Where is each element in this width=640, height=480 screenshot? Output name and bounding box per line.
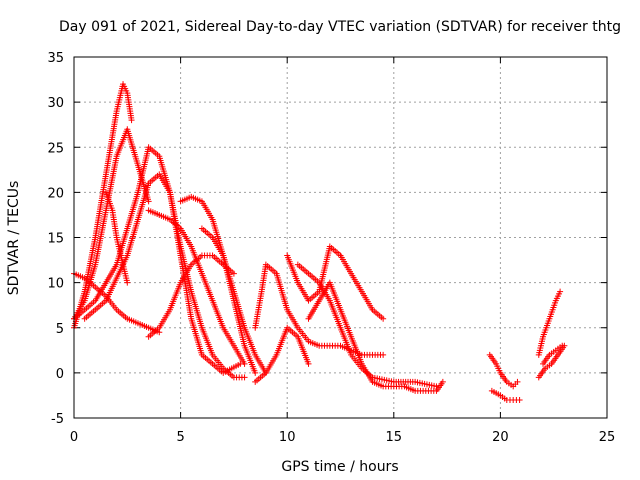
x-tick-label: 5	[176, 430, 184, 445]
series-arc16	[486, 351, 521, 390]
data-point	[252, 369, 259, 376]
x-tick-label: 10	[279, 430, 296, 445]
y-tick-label: 35	[47, 51, 64, 66]
x-axis-label: GPS time / hours	[281, 459, 398, 475]
y-tick-label: 30	[47, 96, 64, 111]
series-arc15	[305, 279, 446, 394]
data-points	[71, 81, 568, 403]
series-arc12	[252, 324, 312, 385]
data-point	[439, 378, 446, 385]
y-tick-label: -5	[51, 412, 64, 427]
data-point	[380, 351, 387, 358]
series-arc20	[540, 342, 566, 367]
data-point	[557, 288, 564, 295]
series-arc17	[488, 387, 523, 403]
data-point	[230, 270, 237, 277]
y-tick-label: 0	[56, 367, 64, 382]
series-arc3	[71, 144, 248, 381]
series-arc10	[198, 225, 269, 376]
series-arc6	[102, 189, 131, 286]
series-arc13	[284, 243, 387, 322]
y-tick-label: 10	[47, 277, 64, 292]
y-tick-label: 20	[47, 186, 64, 201]
y-tick-label: 15	[47, 232, 64, 247]
y-tick-label: 5	[56, 322, 64, 337]
x-tick-label: 25	[599, 430, 616, 445]
y-tick-label: 25	[47, 141, 64, 156]
series-arc4	[81, 171, 244, 376]
series-arc7	[145, 207, 248, 367]
data-point	[514, 378, 521, 385]
data-point	[241, 374, 248, 381]
x-tick-label: 0	[70, 430, 78, 445]
chart-title: Day 091 of 2021, Sidereal Day-to-day VTE…	[59, 19, 621, 35]
data-point	[124, 279, 131, 286]
plot-frame	[73, 56, 608, 419]
series-arc1	[71, 81, 135, 331]
data-point	[516, 396, 523, 403]
x-tick-label: 20	[492, 430, 509, 445]
data-point	[559, 342, 566, 349]
grid-lines	[74, 57, 607, 418]
series-arc11	[252, 261, 387, 358]
y-axis-label: SDTVAR / TECUs	[6, 181, 22, 296]
data-point	[145, 198, 152, 205]
data-point	[241, 360, 248, 367]
data-point	[305, 360, 312, 367]
data-point	[128, 117, 135, 124]
series-arc18	[535, 288, 564, 358]
data-point	[380, 315, 387, 322]
x-tick-label: 15	[386, 430, 403, 445]
series-arc2	[71, 126, 152, 322]
series-arc14	[294, 261, 440, 390]
series-arc9	[177, 193, 259, 376]
